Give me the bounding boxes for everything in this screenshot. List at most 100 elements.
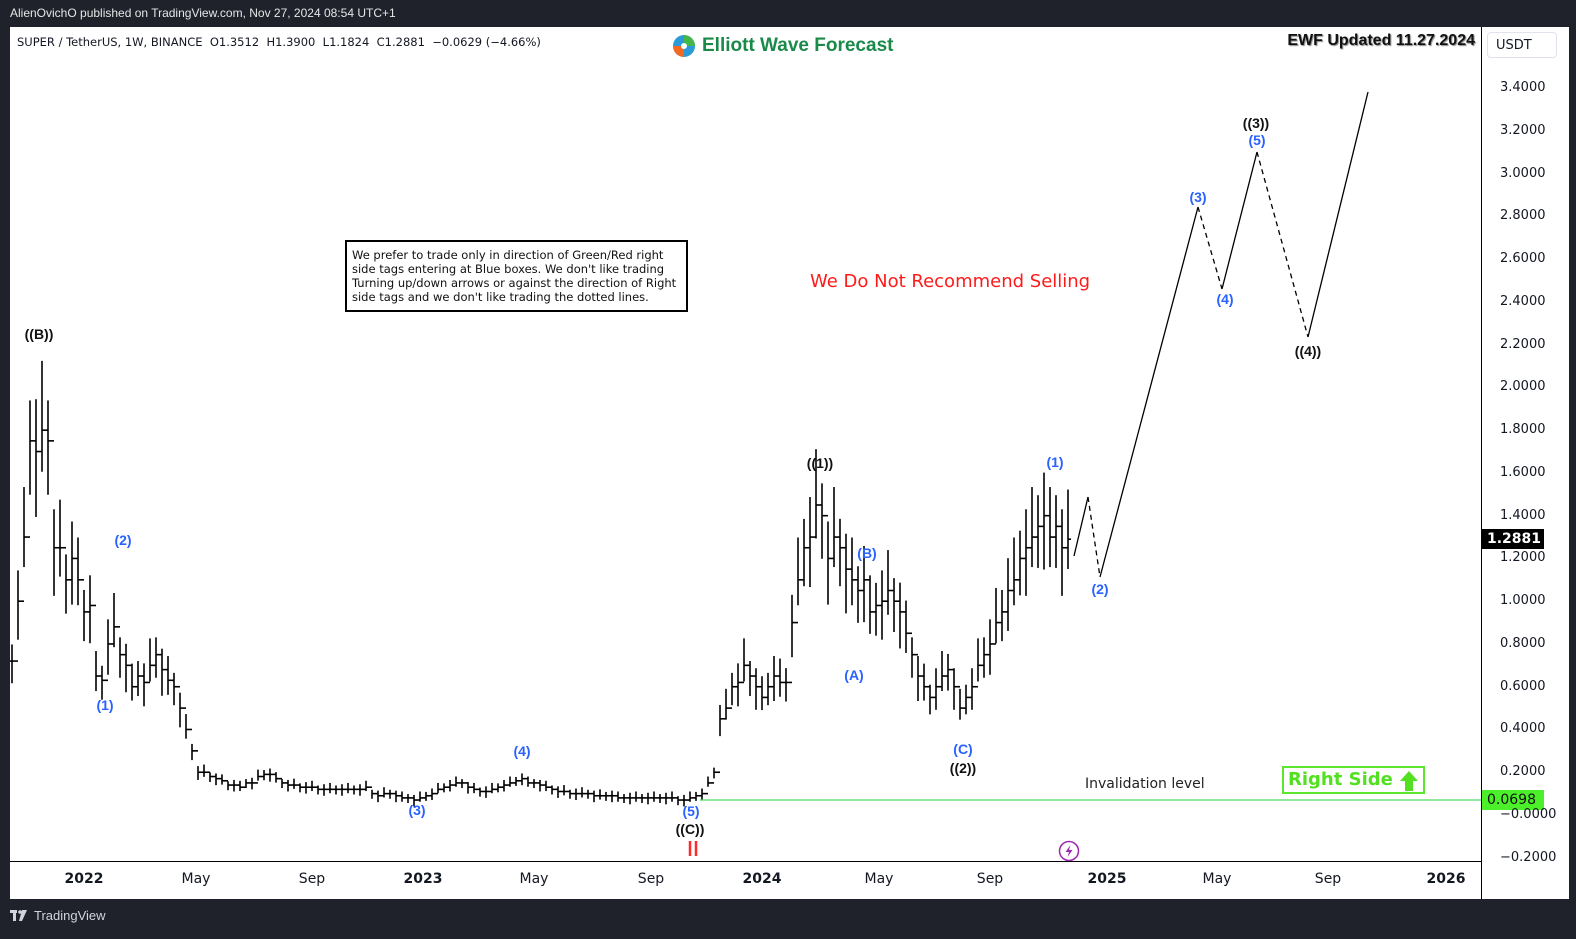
x-tick-label: Sep [1314,871,1342,887]
lightning-icon[interactable] [1058,840,1080,862]
ohlc-bar [153,637,159,678]
chart-frame: SUPER / TetherUS, 1W, BINANCE O1.3512 H1… [10,27,1569,899]
ohlc-bar [321,784,327,796]
ohlc-bar [741,638,747,684]
ohlc-bar [555,786,561,798]
y-tick-label: 3.0000 [1500,165,1546,181]
symbol-legend[interactable]: SUPER / TetherUS, 1W, BINANCE O1.3512 H1… [17,35,541,49]
publish-info: AlienOvichO published on TradingView.com… [10,6,396,20]
ohlc-bar [1047,487,1053,568]
ohlc-bar [219,774,225,785]
ohlc-bar [609,790,615,803]
ewf-logo-icon [673,35,695,57]
wave-label: (A) [844,667,864,683]
ohlc-bar [819,483,825,559]
legend-close: C1.2881 [376,35,425,49]
ohlc-bar [843,533,849,614]
y-tick-label: 3.4000 [1500,80,1546,96]
ohlc-bar [711,767,717,784]
ohlc-bar [939,651,945,692]
right-side-label: Right Side [1288,769,1393,790]
y-tick-label: 1.6000 [1500,464,1546,480]
trading-note[interactable]: We prefer to trade only in direction of … [345,240,688,312]
ohlc-bar [69,521,75,605]
ohlc-bar [27,400,33,538]
wave-label: (1) [1046,454,1064,470]
price-axis[interactable]: USDT 1.2881 0.0698 3.4000 3.2000 3.0000 2.8… [1481,27,1570,899]
ohlc-bar [279,777,285,789]
ohlc-bar [513,776,519,786]
ohlc-bar [699,788,705,801]
ohlc-bar [21,487,27,603]
ohlc-bar [537,779,543,792]
ohlc-bar [237,780,243,792]
arrow-up-icon [1400,771,1418,791]
ohlc-bar [183,707,189,739]
x-tick-label: 2023 [403,871,443,887]
right-side-tag[interactable]: Right Side [1282,766,1425,794]
ohlc-bar [81,579,87,642]
ohlc-bar [63,546,69,614]
ohlc-bar [255,769,261,784]
ohlc-bar [591,790,597,803]
ohlc-bar [873,582,879,636]
invalidation-label[interactable]: Invalidation level [1085,776,1205,792]
ohlc-bar [693,791,699,801]
ohlc-bar [45,400,51,495]
tradingview-footer[interactable]: TradingView [10,908,106,923]
wave-label: (4) [1216,291,1234,307]
chart-plot-area[interactable]: SUPER / TetherUS, 1W, BINANCE O1.3512 H1… [10,27,1481,862]
ohlc-bar [93,604,99,692]
ohlc-bar [735,663,741,707]
ohlc-bar [147,638,153,684]
wave-label: (2) [114,532,132,548]
ohlc-bar [867,575,873,634]
ohlc-bar [261,769,267,781]
ohlc-bar [399,791,405,802]
ohlc-bar [549,785,555,795]
ohlc-bar [231,779,237,792]
ohlc-bar [897,582,903,649]
ohlc-bar [675,796,681,806]
wave-label: ((3)) [1242,115,1270,131]
ohlc-bar [471,782,477,794]
ohlc-bar [879,570,885,640]
tradingview-logo-icon [10,909,27,921]
ohlc-bars [10,360,1071,807]
brand-name: Elliott Wave Forecast [702,35,894,56]
ohlc-bar [927,684,933,715]
y-tick-label: 1.2000 [1500,550,1546,566]
ohlc-bar [225,779,231,791]
wave-label: (5) [682,803,700,819]
ohlc-bar [885,550,891,615]
ohlc-bar [351,785,357,795]
y-tick-label: 2.0000 [1500,379,1546,395]
ohlc-bar [87,575,93,644]
ohlc-bar [435,782,441,795]
wave-label: (3) [1189,189,1207,205]
ohlc-bar [933,668,939,710]
warning-text[interactable]: We Do Not Recommend Selling [810,271,1091,292]
ohlc-bar [189,728,195,761]
ohlc-bar [1053,495,1059,568]
ohlc-bar [915,653,921,702]
ohlc-bar [777,658,783,697]
ohlc-bar [681,794,687,807]
ohlc-bar [171,672,177,706]
ohlc-bar [375,790,381,803]
ohlc-bar [579,787,585,798]
time-axis[interactable]: 2022 May Sep 2023 May Sep 2024 May Sep 2025 May Sep… [10,861,1481,900]
y-tick-label: 2.8000 [1500,208,1546,224]
ohlc-bar [687,791,693,802]
y-tick-label: 0.8000 [1500,635,1546,651]
ohlc-bar [441,783,447,793]
x-tick-label: Sep [976,871,1004,887]
currency-button[interactable]: USDT [1487,32,1557,58]
ohlc-bar [759,676,765,711]
ohlc-bar [531,779,537,789]
legend-high: H1.3900 [266,35,316,49]
projection-path [1073,91,1369,578]
wave-label: (1) [96,697,114,713]
ohlc-bar [567,789,573,799]
update-stamp: EWF Updated 11.27.2024 [1287,32,1475,49]
